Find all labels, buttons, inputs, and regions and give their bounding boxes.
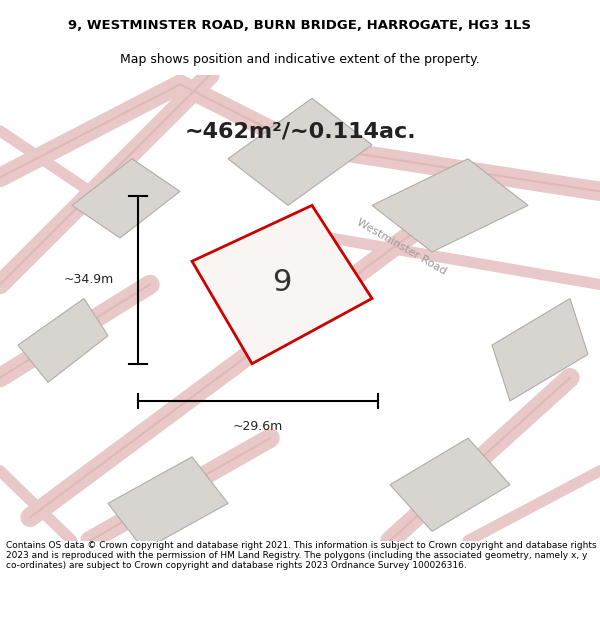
Text: 9: 9 <box>272 268 292 297</box>
Text: ~29.6m: ~29.6m <box>233 419 283 432</box>
Polygon shape <box>108 457 228 550</box>
Polygon shape <box>192 206 372 364</box>
Polygon shape <box>390 438 510 531</box>
Polygon shape <box>228 98 372 206</box>
Text: Map shows position and indicative extent of the property.: Map shows position and indicative extent… <box>120 52 480 66</box>
Text: Westminster Road: Westminster Road <box>355 217 449 277</box>
Polygon shape <box>72 159 180 238</box>
Text: Contains OS data © Crown copyright and database right 2021. This information is : Contains OS data © Crown copyright and d… <box>6 541 596 571</box>
Polygon shape <box>372 159 528 252</box>
Text: ~34.9m: ~34.9m <box>64 273 114 286</box>
Polygon shape <box>492 299 588 401</box>
Text: 9, WESTMINSTER ROAD, BURN BRIDGE, HARROGATE, HG3 1LS: 9, WESTMINSTER ROAD, BURN BRIDGE, HARROG… <box>68 19 532 32</box>
Text: ~462m²/~0.114ac.: ~462m²/~0.114ac. <box>184 121 416 141</box>
Polygon shape <box>18 299 108 382</box>
